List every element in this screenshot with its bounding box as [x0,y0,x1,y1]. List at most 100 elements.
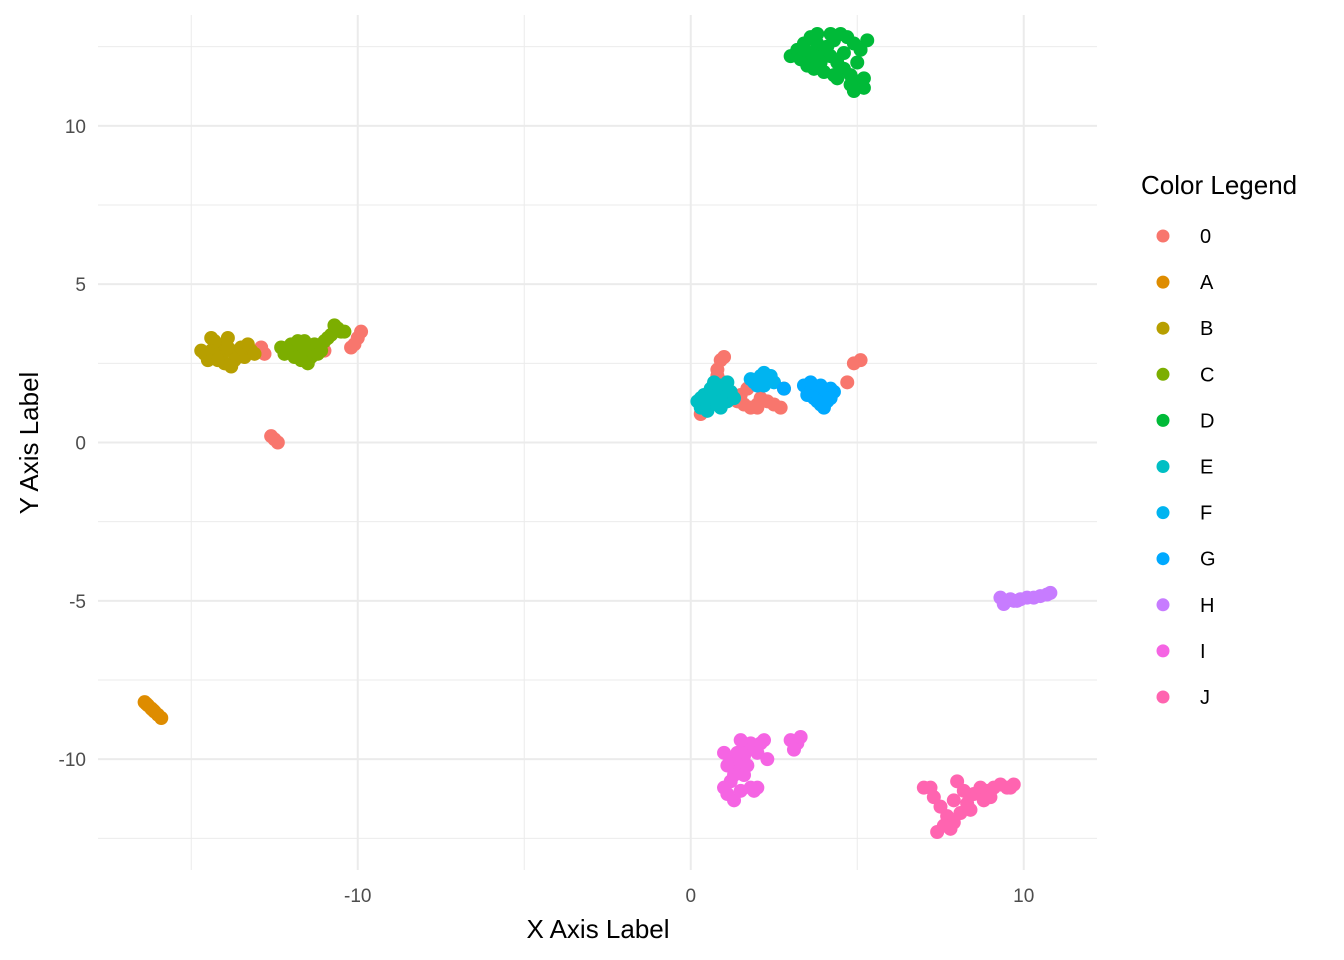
data-point [956,783,971,798]
legend-title: Color Legend [1141,170,1297,200]
data-point [727,391,742,406]
data-point [983,790,998,805]
data-point [1003,780,1018,795]
data-point [923,780,938,795]
data-point [347,337,362,352]
data-point [750,400,765,415]
series-F [743,365,781,393]
series-E [690,375,742,418]
data-point [1043,585,1058,600]
data-point [740,758,755,773]
legend-label-F: F [1200,503,1212,525]
data-point [800,388,815,402]
data-point [773,400,788,415]
data-point [796,42,811,57]
x-axis-ticks: -10 0 10 [344,886,1034,907]
data-point [210,353,225,368]
data-point [224,359,239,374]
data-point [717,745,732,760]
y-axis-title: Y Axis Label [14,372,44,515]
data-point [826,68,841,83]
x-axis-title: X Axis Label [526,914,669,944]
x-tick-label: 10 [1013,886,1034,907]
legend-key-A [1156,275,1170,289]
legend-key-E [1156,460,1170,473]
data-point [860,33,875,48]
data-point [793,730,808,744]
y-tick-label: -10 [59,750,86,771]
data-point [264,429,279,444]
legend-label-B: B [1200,318,1213,340]
legend-label-J: J [1200,687,1210,709]
data-point [786,742,801,757]
data-point [840,375,855,390]
series-J [916,774,1021,839]
data-point [963,802,978,817]
series-C [274,318,352,371]
y-tick-label: 10 [65,117,86,138]
legend-key-J [1156,690,1170,704]
data-point [853,353,868,368]
legend-key-G [1156,552,1170,566]
y-tick-label: 0 [75,434,86,455]
data-point [943,821,958,836]
data-point [280,340,295,355]
data-point [760,752,775,767]
y-tick-label: 5 [75,275,86,296]
series-B [194,331,262,374]
data-point [194,343,209,358]
data-point [806,49,821,64]
x-tick-label: 0 [685,886,696,907]
data-point [314,343,329,358]
data-point [856,71,871,86]
legend-key-C [1156,367,1170,381]
data-point [354,324,369,339]
data-point [757,378,771,393]
legend-label-C: C [1200,364,1214,386]
data-point [1010,593,1025,608]
legend-key-D [1156,413,1170,427]
legend-key-I [1156,644,1170,658]
grid [98,15,1097,870]
legend-key-H [1156,598,1170,612]
data-point [733,783,748,798]
data-point [327,318,342,333]
data-point [733,733,748,748]
data-point [743,372,758,387]
data-point [730,745,745,760]
data-point [220,340,235,355]
data-point [713,394,728,409]
data-point [850,55,865,70]
data-point [320,331,335,345]
y-tick-label: -5 [69,592,86,613]
data-point [693,391,708,406]
data-point [247,346,262,361]
data-point [204,331,219,345]
legend-label-E: E [1200,457,1213,479]
data-point [290,334,305,349]
legend-label-D: D [1200,410,1214,432]
data-point [337,324,352,339]
legend-label-H: H [1200,595,1214,617]
data-point [720,375,735,390]
series-H [993,585,1058,611]
y-axis-ticks: -10 -5 0 5 10 [59,117,86,771]
data-point [846,84,861,98]
legend-label-G: G [1200,549,1216,571]
data-points [137,27,1058,839]
x-tick-label: -10 [344,886,371,907]
data-point [747,783,762,798]
data-point [823,27,838,41]
legend-key-0 [1156,229,1170,243]
legend-label-I: I [1200,641,1206,663]
series-D [783,27,875,98]
data-point [776,381,791,396]
legend-label-0: 0 [1200,226,1211,248]
legend: Color Legend 0 A B C D E F G H I J [1141,170,1297,709]
legend-key-B [1156,321,1170,335]
legend-key-F [1156,506,1170,520]
series-A [137,695,169,725]
data-point [810,394,825,409]
data-point [836,46,851,60]
